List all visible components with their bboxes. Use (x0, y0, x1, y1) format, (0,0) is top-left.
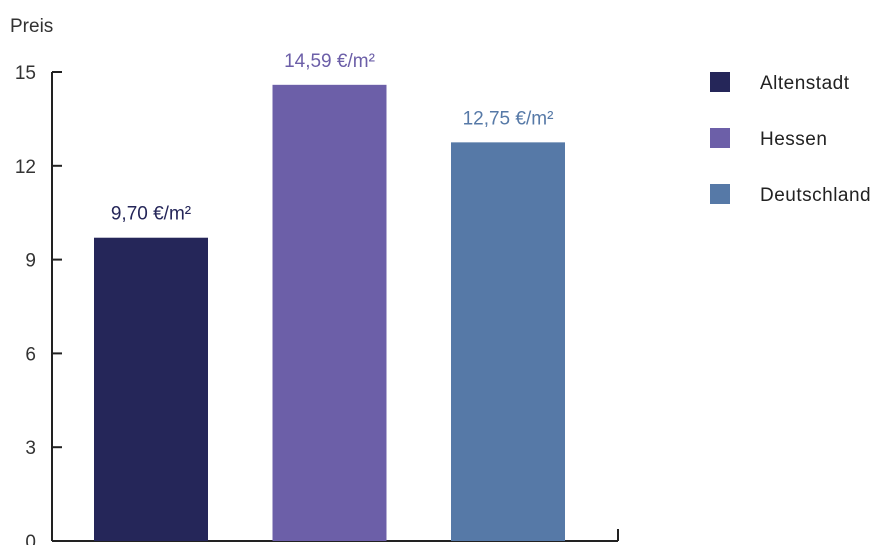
bar-value-label: 9,70 €/m² (111, 204, 191, 225)
bars (94, 84, 565, 542)
legend-swatch (710, 184, 730, 204)
bar-value-label: 12,75 €/m² (463, 108, 554, 129)
y-tick-label: 0 (25, 532, 36, 545)
y-tick-label: 6 (25, 344, 36, 365)
bar-value-label: 14,59 €/m² (284, 51, 375, 72)
y-tick-label: 15 (15, 63, 36, 84)
y-tick-label: 3 (25, 438, 36, 459)
legend-label: Altenstadt (760, 73, 850, 94)
y-axis-title: Preis (10, 16, 53, 37)
legend-swatch (710, 72, 730, 92)
y-axis: 0 3 6 9 12 15 (15, 63, 62, 545)
y-tick-label: 9 (25, 251, 36, 272)
y-tick-label: 12 (15, 157, 36, 178)
bar-deutschland (451, 142, 565, 541)
bar-hessen (272, 84, 387, 541)
bar-labels: 9,70 €/m² 14,59 €/m² 12,75 €/m² (111, 51, 554, 225)
legend-swatch (710, 128, 730, 148)
bar-altenstadt (94, 237, 208, 542)
legend-label: Deutschland (760, 185, 871, 206)
legend-label: Hessen (760, 129, 827, 150)
legend: Altenstadt Hessen Deutschland (710, 72, 871, 206)
